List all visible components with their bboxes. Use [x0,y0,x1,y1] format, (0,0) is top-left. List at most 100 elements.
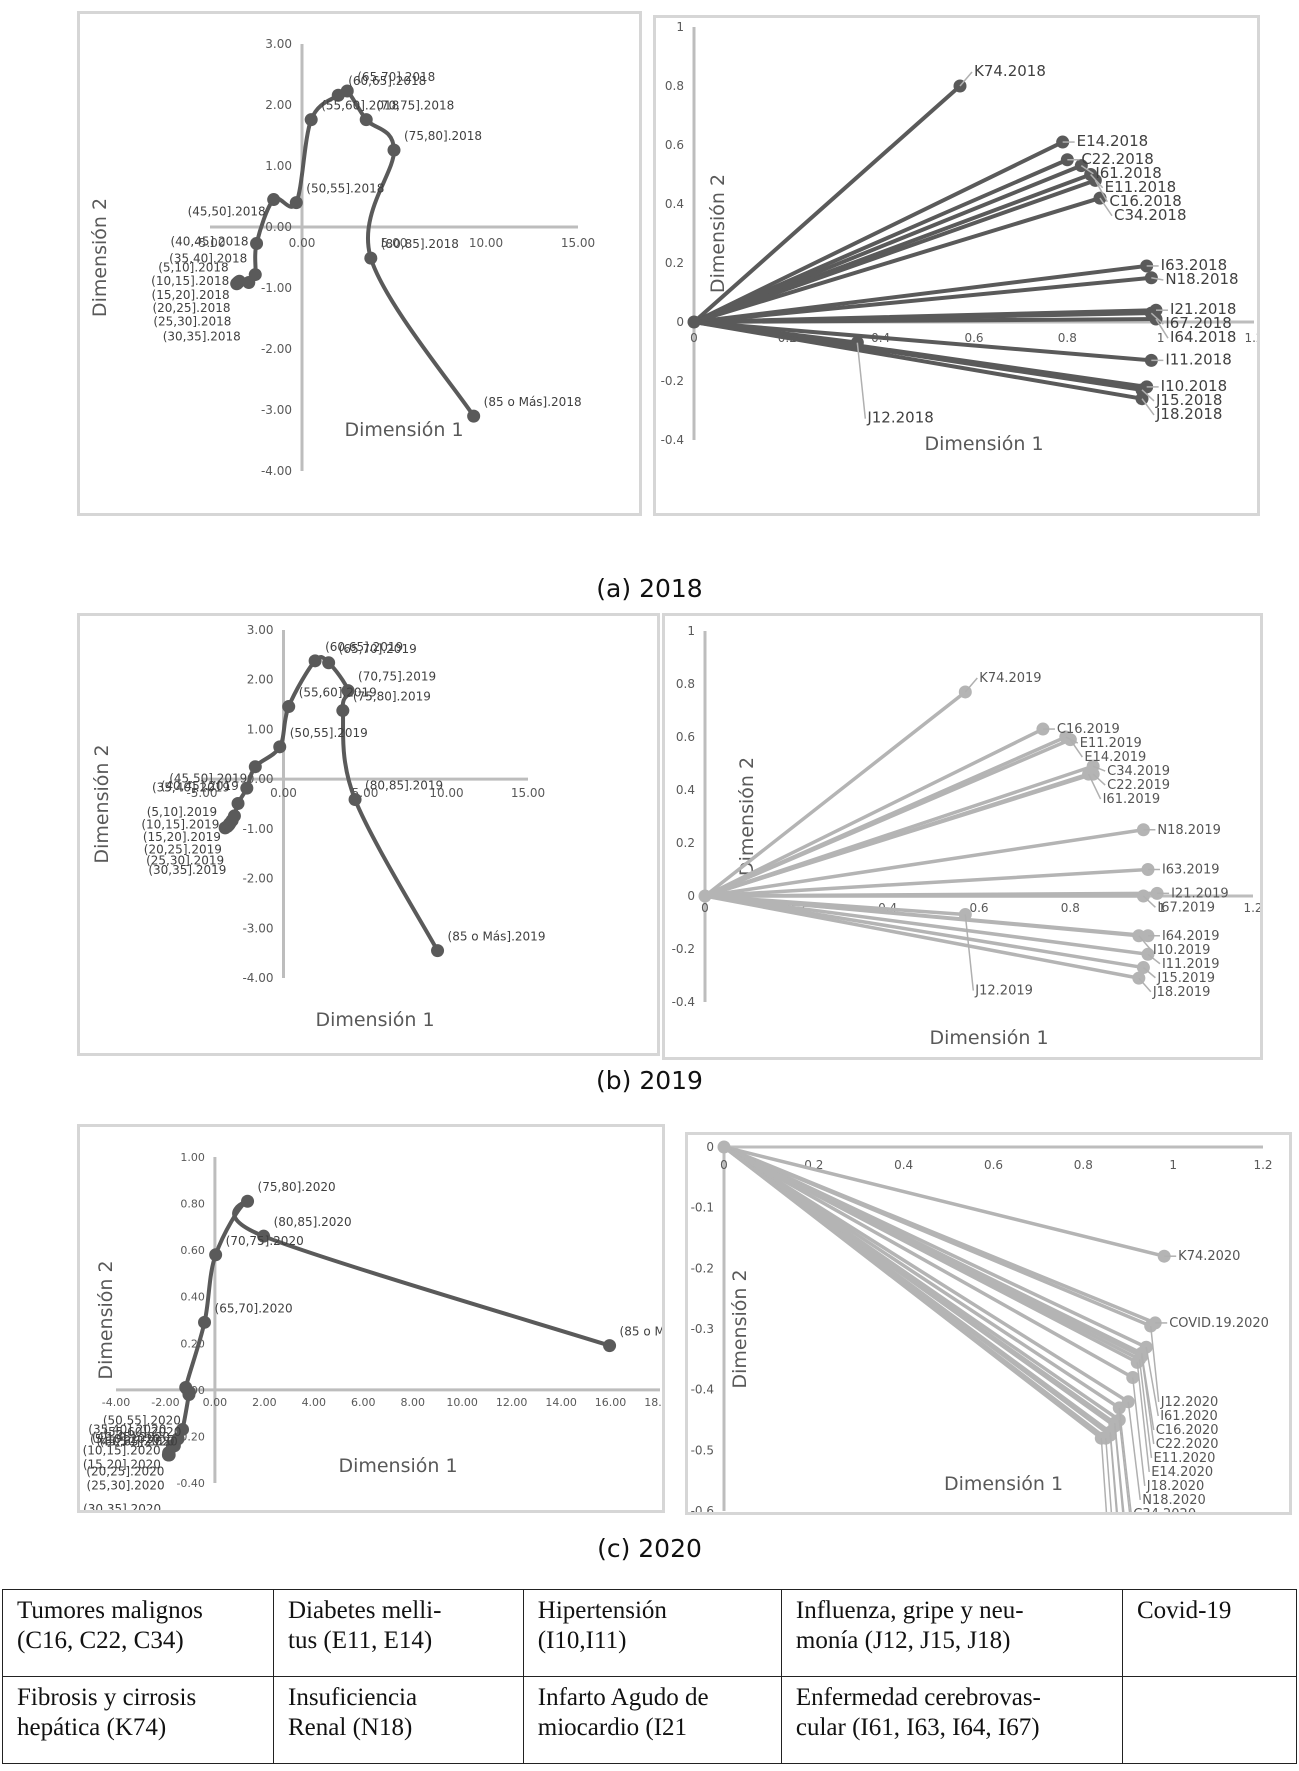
x-tick-label: 8.00 [400,1396,425,1409]
data-label: (80,85].2018 [381,237,459,251]
label-leader-line [1141,398,1155,416]
data-point [198,1315,212,1329]
origin-point [698,889,712,903]
y-tick-label: -2.00 [261,342,292,356]
label-leader-line [1127,1401,1141,1501]
data-point [231,797,245,811]
data-label: I10.2019 [1153,943,1211,958]
legend-cell: Influenza, gripe y neu-monía (J12, J15, … [780,1589,1123,1677]
y-tick-label: 0.2 [676,836,695,850]
data-point [336,704,350,718]
data-label: C34.2019 [1107,764,1170,779]
x-tick-label: 1.2 [1244,331,1257,345]
legend-cell-line: Hipertensión [537,1597,667,1624]
y-tick-label: -1.00 [261,281,292,295]
label-leader-line [1138,1359,1153,1459]
data-label: I64.2019 [1162,929,1220,944]
data-label: (80,85].2020 [274,1215,352,1229]
y-tick-label: -4.00 [242,971,273,985]
legend-cell-line: miocardio (I21 [537,1714,688,1741]
y-tick-label: 3.00 [265,37,292,51]
vector-line [703,894,968,917]
x-tick-label: 1 [1158,901,1166,915]
y-tick-label: 0.00 [247,772,274,786]
label-leader-line [1141,389,1155,402]
label-leader-line [959,71,973,87]
data-point [340,84,354,98]
legend-cell-line: Infarto Agudo de [537,1684,709,1711]
y-axis-title: Dimensión 2 [89,198,111,317]
x-tick-label: 18.00 [644,1396,662,1409]
data-label: (35,40].2018 [169,252,247,266]
data-point [850,336,864,350]
vector-line [722,1145,1153,1328]
y-tick-label: 1 [687,624,695,638]
cause-legend-table: Tumores malignos (C16, C22, C34) Diabetes … [2,1589,1298,1764]
data-label: N18.2019 [1157,823,1220,838]
data-point [1126,1371,1140,1385]
label-leader-line [1094,180,1108,203]
data-label: (10,15].2020 [83,1444,161,1458]
x-tick-label: 15.00 [561,236,595,250]
data-point [322,656,336,670]
y-tick-label: 0.80 [180,1198,205,1211]
x-tick-label: 0.6 [969,901,988,915]
data-label: I61.2020 [1160,1409,1218,1424]
label-leader-line [1092,765,1106,772]
label-leader-line [1151,277,1164,281]
vector-line [692,196,1102,324]
x-tick-label: 0.8 [1061,901,1080,915]
data-point [304,113,318,127]
data-label: I21.2019 [1171,886,1229,901]
chart-panel-age-2019: -5.00 0.00 5.00 10.00 15.00 -4.00 -3.00 -2.00 -1… [77,613,660,1056]
y-tick-label: 0.40 [180,1291,205,1304]
data-label: (85 o Más].2018 [484,395,582,409]
y-tick-label: -0.4 [661,433,684,447]
y-tick-label: -0.3 [691,1322,714,1336]
y-tick-label: -0.4 [691,1383,714,1397]
x-axis-title: Dimensión 1 [944,1473,1063,1495]
data-label: J15.2018 [1155,391,1222,409]
data-label: (25,30].2019 [146,853,224,867]
y-tick-label: 0 [706,1140,714,1154]
vector-line [692,320,1144,401]
data-point [1056,135,1070,149]
label-leader-line [1065,736,1079,744]
chart-panel-cause-2020: 0 0.2 0.4 0.6 0.8 1 1.2 -0.6 -0.5 -0.4 -0.3 -0.2 -0.… [685,1132,1292,1515]
data-label: N18.2020 [1142,1493,1205,1508]
data-point [1082,767,1096,781]
data-label: J12.2018 [866,409,933,427]
y-tick-label: 0.2 [665,256,684,270]
data-point [431,944,445,958]
y-tick-label: 0.8 [676,677,695,691]
data-label: (65,70].2019 [339,642,417,656]
label-leader-line [1136,1362,1150,1473]
chart-age-2020: -4.00 -2.00 0.00 2.00 4.00 6.00 8.00 10.00 12.00… [83,1151,662,1510]
label-leader-line [1099,197,1113,217]
x-tick-label: 0 [720,1158,728,1172]
data-label: C22.2019 [1107,778,1170,793]
chart-panel-cause-2019: 00.20.40.60.811.2-0.4-0.200.20.40.60.81D… [662,613,1263,1060]
x-tick-label: 0.6 [964,331,983,345]
y-axis-title: Dimensión 2 [707,174,729,293]
data-label: C22.2020 [1156,1437,1219,1452]
y-axis-title: Dimensión 2 [95,1260,117,1379]
data-label: (20,25].2018 [152,301,230,315]
chart-cause-2018: 00.20.40.60.811.2-0.4-0.200.20.40.60.81D… [661,20,1257,455]
label-leader-line [1069,739,1083,758]
vector-line [703,894,1146,970]
data-label: E11.2019 [1080,736,1142,751]
legend-cell: Hipertensión (I10,I11) [522,1589,782,1677]
data-label: (40,45].2019 [161,779,239,793]
data-label: J18.2020 [1146,1479,1205,1494]
data-point [273,740,287,754]
legend-cell: Diabetes melli-tus (E11, E14) [273,1589,524,1677]
x-tick-label: 0.6 [984,1158,1003,1172]
y-tick-label: -3.00 [261,403,292,417]
data-label: J18.2018 [1155,405,1222,423]
data-point [289,196,303,210]
data-label: (30,35].2020 [83,1502,161,1510]
data-label: C16.2018 [1109,192,1182,210]
data-label: (70,75].2020 [226,1234,304,1248]
legend-cell-line: hepática (K74) [17,1714,167,1741]
